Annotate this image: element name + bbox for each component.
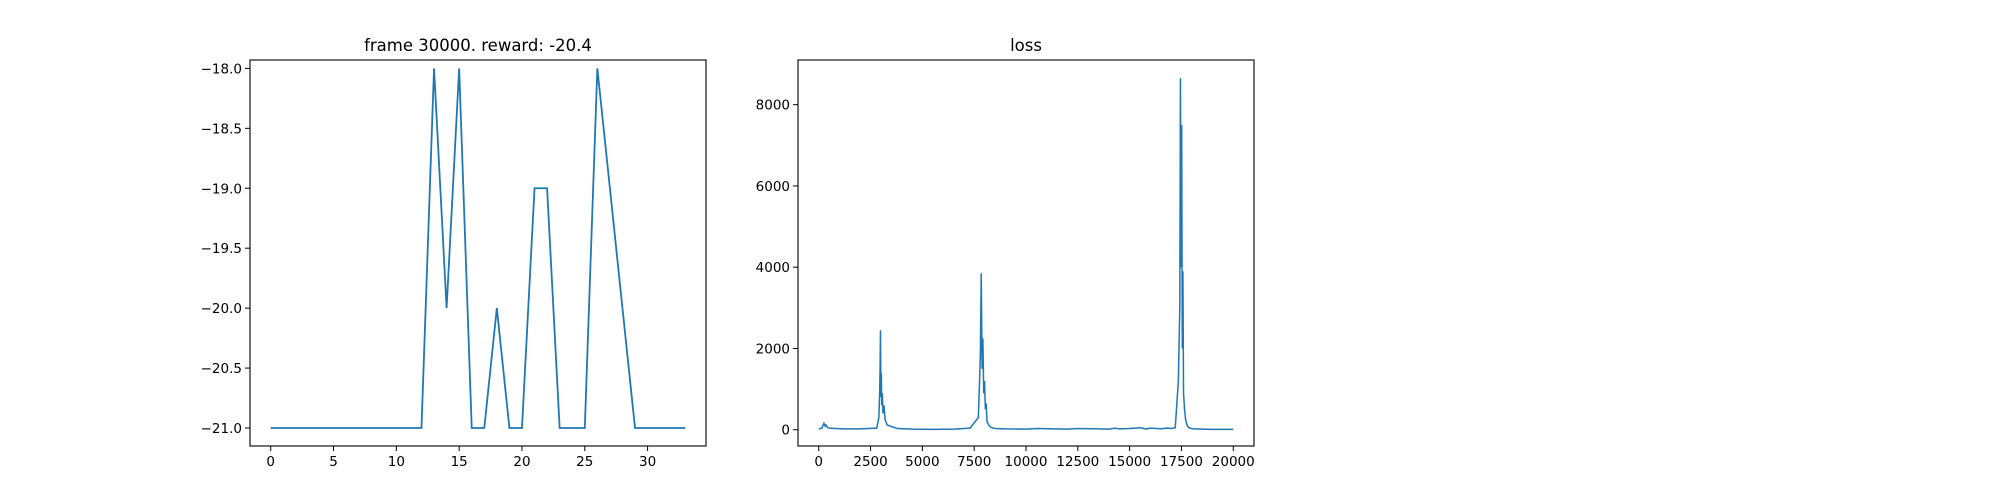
y-tick-label: 0 [781,423,790,439]
reward-chart-ticks: 0 5 10 15 20 25 30 −21.0 −20.5 −20.0 −19.5 −19.0 −18… [201,61,657,470]
x-tick-label: 17500 [1160,454,1203,470]
x-tick-label: 0 [266,454,275,470]
x-tick-label: 5 [329,454,338,470]
x-tick-label: 10 [388,454,405,470]
y-tick-label: −21.0 [201,421,242,437]
x-tick-label: 5000 [905,454,939,470]
y-tick-label: 8000 [756,98,790,114]
x-tick-label: 15000 [1108,454,1151,470]
loss-chart-ticks: 0 2500 5000 7500 10000 12500 15000 17500 20000 0 2… [756,98,1255,470]
x-tick-label: 2500 [853,454,887,470]
loss-chart-frame [797,59,1255,447]
x-tick-label: 25 [576,454,593,470]
loss-series-line [818,78,1234,431]
x-tick-label: 7500 [957,454,991,470]
y-tick-label: −18.0 [201,61,242,77]
x-tick-label: 20 [513,454,530,470]
x-tick-label: 15 [451,454,468,470]
reward-chart-frame [249,59,707,447]
loss-chart: loss 0 2500 5000 7500 10000 12500 15000 17500 20… [756,36,1255,470]
reward-series-line [270,68,686,429]
x-tick-label: 30 [639,454,656,470]
y-tick-label: 6000 [756,179,790,195]
y-tick-label: 2000 [756,341,790,357]
reward-chart-title: frame 30000. reward: -20.4 [364,36,592,55]
y-tick-label: −20.5 [201,361,242,377]
x-tick-label: 10000 [1005,454,1048,470]
y-tick-label: 4000 [756,260,790,276]
loss-chart-title: loss [1010,36,1042,55]
x-tick-label: 20000 [1212,454,1255,470]
x-tick-label: 0 [814,454,823,470]
y-tick-label: −20.0 [201,301,242,317]
y-tick-label: −18.5 [201,121,242,137]
reward-chart: frame 30000. reward: -20.4 0 5 10 15 20 25 30 −… [201,36,707,470]
y-tick-label: −19.5 [201,241,242,257]
x-tick-label: 12500 [1056,454,1099,470]
y-tick-label: −19.0 [201,181,242,197]
